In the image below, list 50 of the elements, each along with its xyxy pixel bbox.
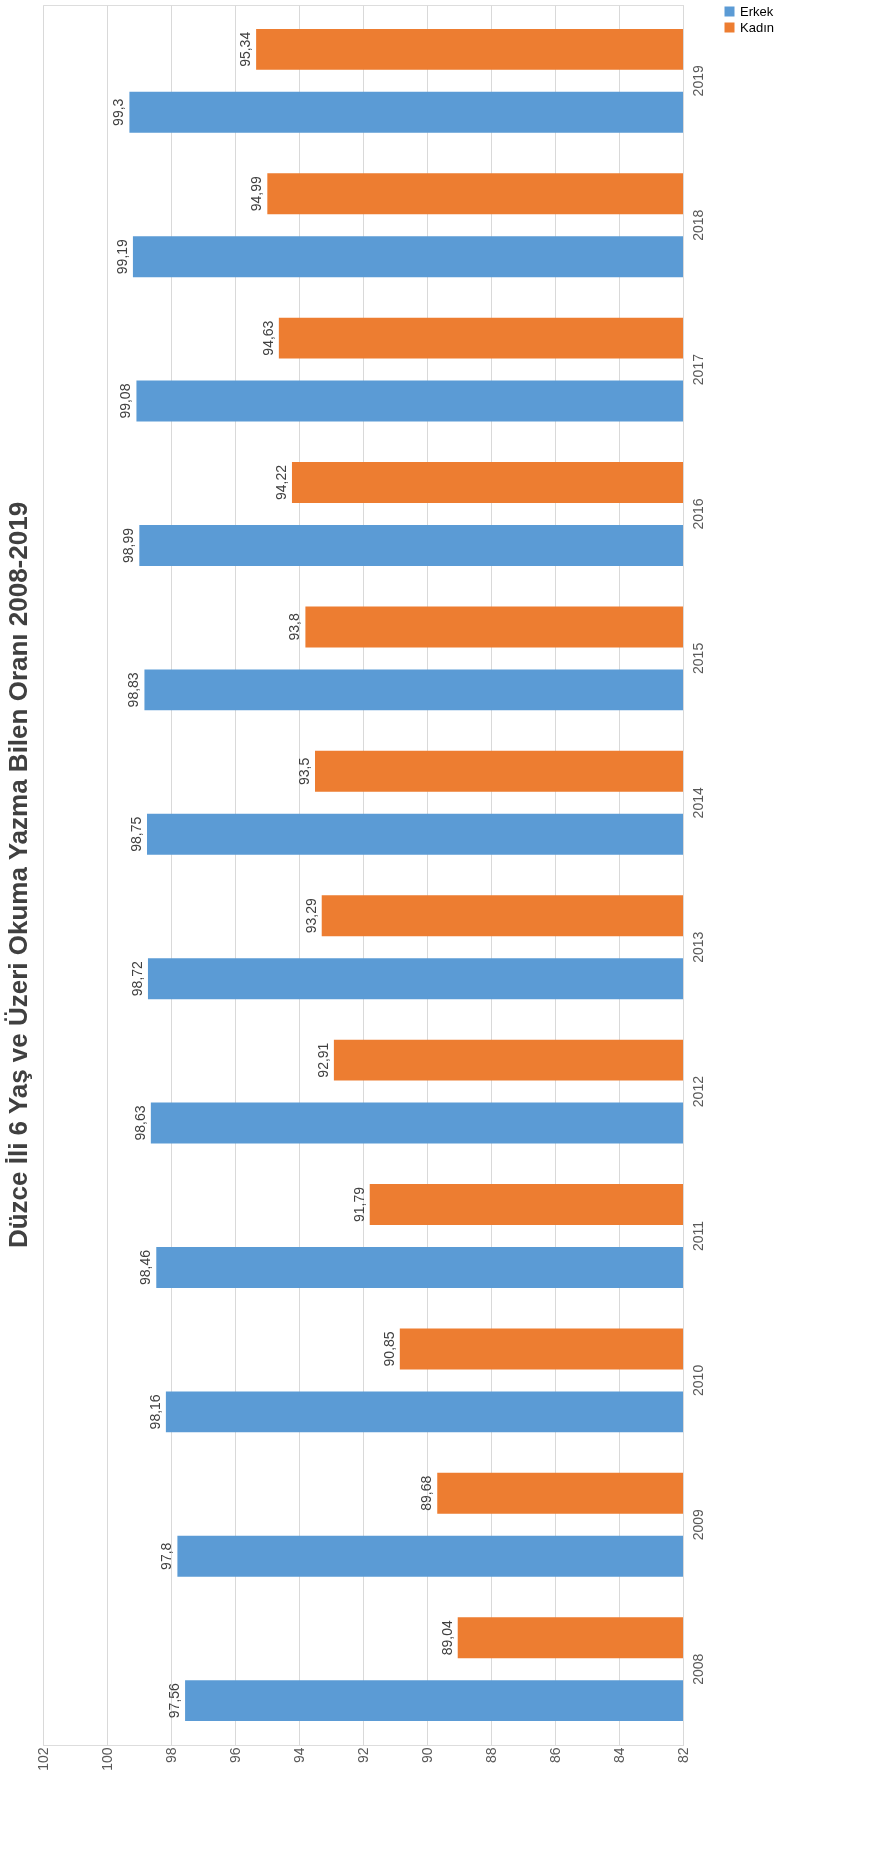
x-tick-label: 98	[162, 1747, 179, 1764]
data-label: 98,75	[128, 816, 144, 852]
x-tick-label: 94	[290, 1747, 307, 1764]
data-label: 98,99	[120, 527, 137, 563]
y-tick-label: 2015	[689, 642, 706, 674]
data-label: 97,8	[158, 1542, 175, 1570]
data-label: 94,99	[248, 176, 265, 212]
x-tick-label: 88	[482, 1747, 499, 1764]
data-label: 89,68	[418, 1475, 435, 1511]
data-label: 93,29	[302, 898, 319, 934]
data-label: 99,08	[117, 383, 134, 419]
x-tick-label: 90	[418, 1747, 435, 1764]
data-label: 94,63	[259, 320, 276, 356]
data-label: 91,79	[350, 1186, 367, 1223]
y-tick-label: 2010	[689, 1364, 706, 1396]
y-tick-label: 2014	[689, 787, 706, 819]
y-tick-label: 2017	[689, 353, 706, 386]
data-label: 98,63	[131, 1105, 148, 1141]
data-label: 92,91	[314, 1042, 331, 1078]
x-tick-label: 96	[226, 1747, 243, 1764]
data-label: 99,19	[113, 238, 130, 275]
legend-label: Kadın	[740, 19, 774, 35]
data-label: 93,8	[286, 613, 303, 641]
y-tick-label: 2011	[689, 1220, 706, 1252]
x-tick-label: 82	[674, 1747, 691, 1764]
y-tick-label: 2012	[689, 1075, 706, 1108]
y-tick-label: 2019	[689, 65, 706, 97]
data-label: 97,56	[166, 1682, 183, 1719]
x-tick-label: 100	[98, 1747, 115, 1771]
data-label: 99,3	[110, 98, 127, 126]
y-tick-label: 2018	[689, 209, 706, 241]
data-label: 90,85	[380, 1331, 397, 1367]
y-tick-label: 2009	[689, 1509, 706, 1541]
y-tick-label: 2013	[689, 931, 706, 963]
y-tick-label: 2016	[689, 498, 706, 530]
data-label: 98,83	[125, 672, 142, 708]
x-tick-label: 102	[34, 1747, 51, 1771]
data-label: 98,46	[137, 1249, 154, 1285]
data-label: 98,72	[128, 960, 145, 997]
data-label: 98,16	[146, 1394, 163, 1430]
data-label: 94,22	[272, 464, 289, 501]
y-tick-label: 2008	[689, 1653, 706, 1685]
x-tick-label: 86	[546, 1747, 563, 1764]
data-label: 93,5	[296, 757, 312, 785]
x-tick-label: 84	[610, 1747, 627, 1764]
text: Düzce İli 6 Yaş ve Üzeri Okuma Yazma Bilen Oranı 2008-2019	[3, 501, 33, 1249]
data-label: 89,04	[438, 1619, 455, 1656]
legend-label: Erkek	[740, 3, 774, 19]
x-tick-label: 92	[354, 1747, 371, 1764]
data-label: 95,34	[237, 31, 254, 67]
